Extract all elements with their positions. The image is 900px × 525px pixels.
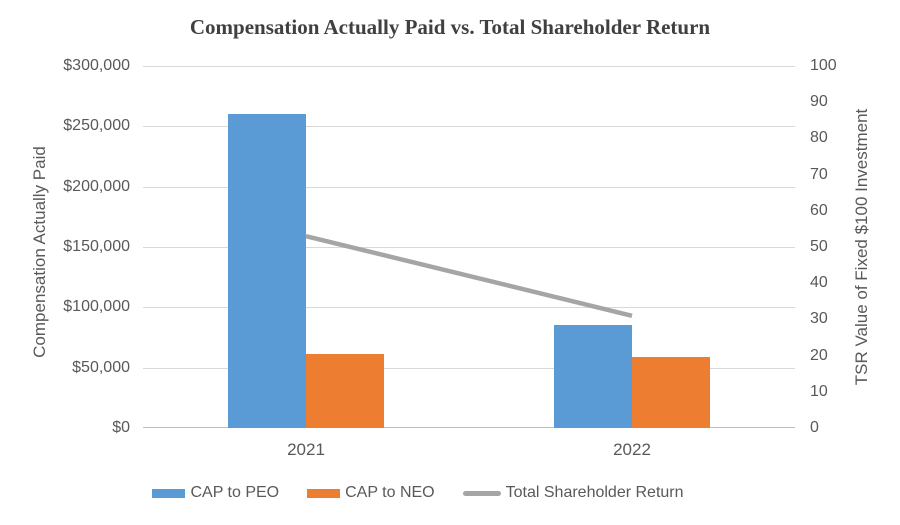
bar-cap-to-neo-2022 <box>632 356 710 428</box>
right-axis-tick: 0 <box>810 419 819 436</box>
right-axis-tick: 90 <box>810 93 828 111</box>
legend: CAP to PEO CAP to NEO Total Shareholder Re… <box>0 481 868 505</box>
left-axis-tick: $200,000 <box>63 177 130 195</box>
right-axis-tick: 100 <box>810 57 837 74</box>
right-axis-tick: 30 <box>810 310 828 328</box>
x-axis-label-2021: 2021 <box>287 440 325 459</box>
gridline <box>143 126 795 128</box>
left-axis-tick: $50,000 <box>72 358 130 376</box>
gridline <box>143 367 795 369</box>
legend-swatch-total-shareholder-return <box>462 490 501 496</box>
gridline <box>143 307 795 309</box>
legend-item-cap-to-peo: CAP to PEO <box>152 481 279 505</box>
legend-swatch-cap-to-peo <box>152 488 186 498</box>
legend-label: CAP to PEO <box>190 484 280 501</box>
gridline <box>143 66 795 67</box>
right-axis-tick: 50 <box>810 238 828 255</box>
left-axis-tick: $300,000 <box>63 57 130 74</box>
bar-cap-to-peo-2021 <box>228 114 306 428</box>
chart-title: Compensation Actually Paid vs. Total Sha… <box>189 15 711 39</box>
right-axis-title: TSR Value of Fixed $100 Investment <box>852 108 871 386</box>
bar-cap-to-peo-2022 <box>554 325 632 428</box>
gridline <box>143 186 795 188</box>
x-axis-label-2022: 2022 <box>613 440 651 459</box>
right-axis-tick: 70 <box>810 165 828 183</box>
right-axis-tick: 40 <box>810 274 828 292</box>
right-axis-tick: 20 <box>810 346 828 364</box>
legend-label: Total Shareholder Return <box>505 484 684 501</box>
legend-item-total-shareholder-return: Total Shareholder Return <box>462 481 684 505</box>
legend-item-cap-to-neo: CAP to NEO <box>307 481 435 505</box>
x-axis-line <box>143 427 795 428</box>
left-axis-tick: $250,000 <box>63 117 130 135</box>
legend-swatch-cap-to-neo <box>307 488 341 498</box>
left-axis-tick: $0 <box>112 419 130 436</box>
left-axis-tick: $150,000 <box>63 238 130 255</box>
right-axis-tick: 80 <box>810 129 828 147</box>
left-axis-tick: $100,000 <box>63 298 130 316</box>
plot-area <box>143 66 795 428</box>
total-shareholder-return-line <box>305 233 633 318</box>
bar-cap-to-neo-2021 <box>306 354 384 428</box>
right-axis-tick: 60 <box>810 201 828 219</box>
gridline <box>143 247 795 248</box>
right-axis-tick: 10 <box>810 382 828 400</box>
legend-label: CAP to NEO <box>345 484 435 501</box>
